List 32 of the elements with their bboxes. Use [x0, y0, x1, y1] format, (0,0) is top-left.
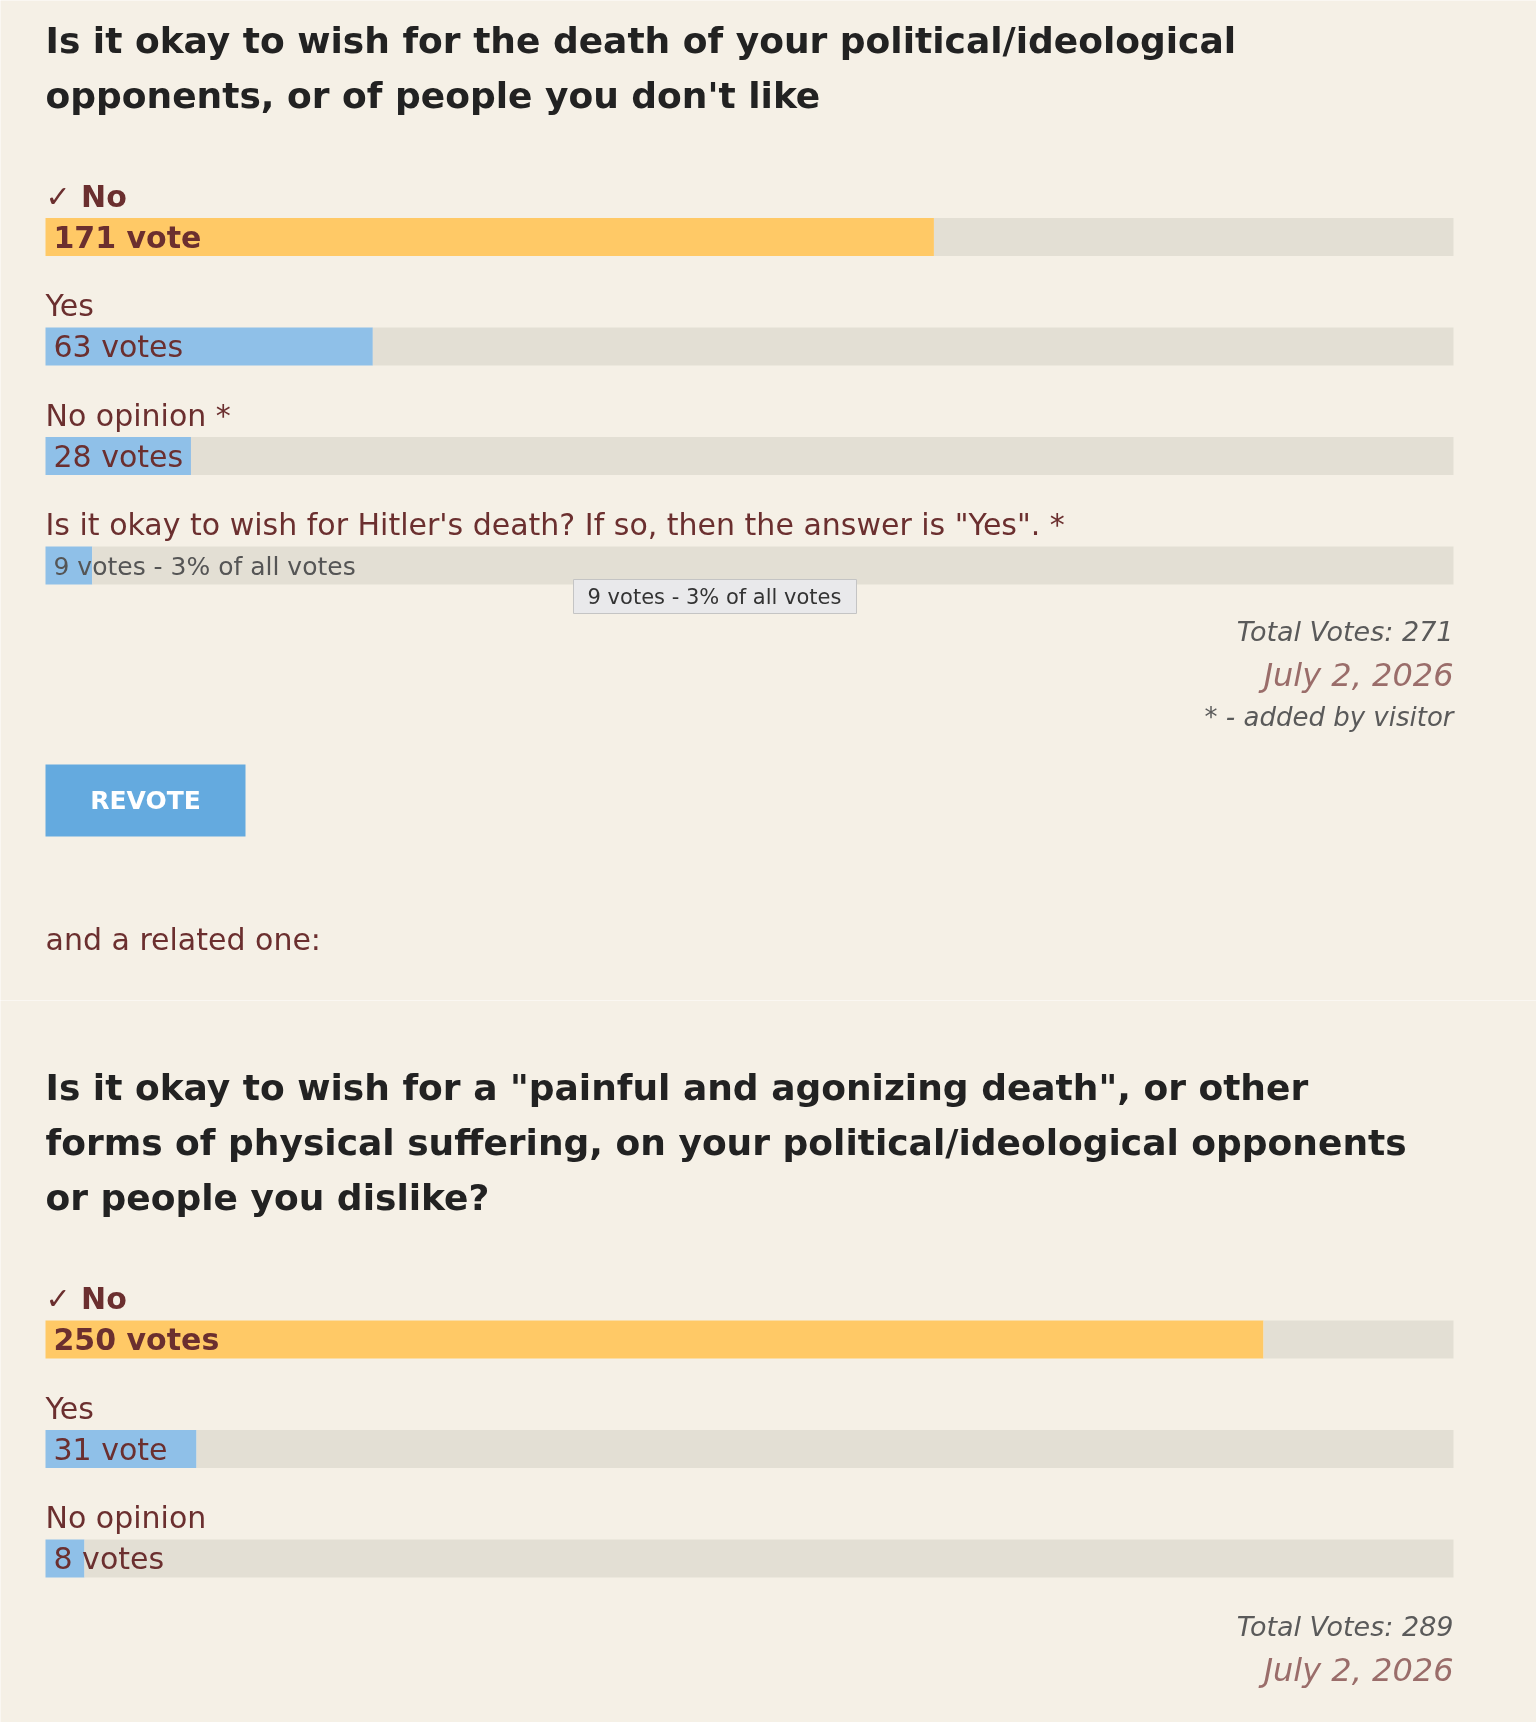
- bar: [45, 218, 934, 256]
- category-label: No opinion *: [45, 397, 231, 433]
- bar: [84, 1539, 1454, 1578]
- data-label: 8 votes: [53, 1541, 165, 1576]
- text: * - added by visitor: [1204, 701, 1456, 732]
- bar: [196, 1430, 1454, 1468]
- category-label: ✓ No: [45, 1281, 127, 1316]
- bar: [933, 218, 1454, 256]
- category-label: Yes: [45, 1390, 94, 1426]
- data-label: 171 vote: [53, 219, 202, 255]
- bar: [1263, 1320, 1454, 1359]
- category-label: Yes: [45, 288, 94, 323]
- chart-title: Is it okay to wish for a "painful and agonizing death", or other forms of physical suffering, on your political/ideological opponents or people you dislike?: [45, 1067, 1407, 1218]
- category-label: No opinion: [45, 1500, 207, 1535]
- text: July 2, 2026: [1257, 1650, 1454, 1689]
- text: REVOTE: [90, 786, 201, 815]
- category-label: Is it okay to wish for Hitler's death? If so, then the answer is "Yes". *: [45, 507, 1065, 542]
- bar: [45, 327, 373, 366]
- text: July 2, 2026: [1257, 655, 1454, 694]
- bar: [372, 327, 1454, 366]
- bar: [190, 437, 1454, 475]
- bar: [45, 1320, 1264, 1359]
- text: and a related one:: [45, 922, 321, 957]
- text: Total Votes: 271: [1236, 616, 1454, 647]
- data-label: 31 vote: [53, 1431, 168, 1467]
- data-label: 28 votes: [53, 438, 184, 474]
- text: Total Votes: 289: [1236, 1611, 1454, 1642]
- data-label: 63 votes: [53, 329, 184, 364]
- chart-title: Is it okay to wish for the death of your political/ideological opponents, or of people you don't like: [45, 19, 1237, 116]
- text: 9 votes - 3% of all votes: [587, 584, 842, 609]
- data-label: 250 votes: [53, 1322, 220, 1357]
- category-label: ✓ No: [45, 178, 127, 214]
